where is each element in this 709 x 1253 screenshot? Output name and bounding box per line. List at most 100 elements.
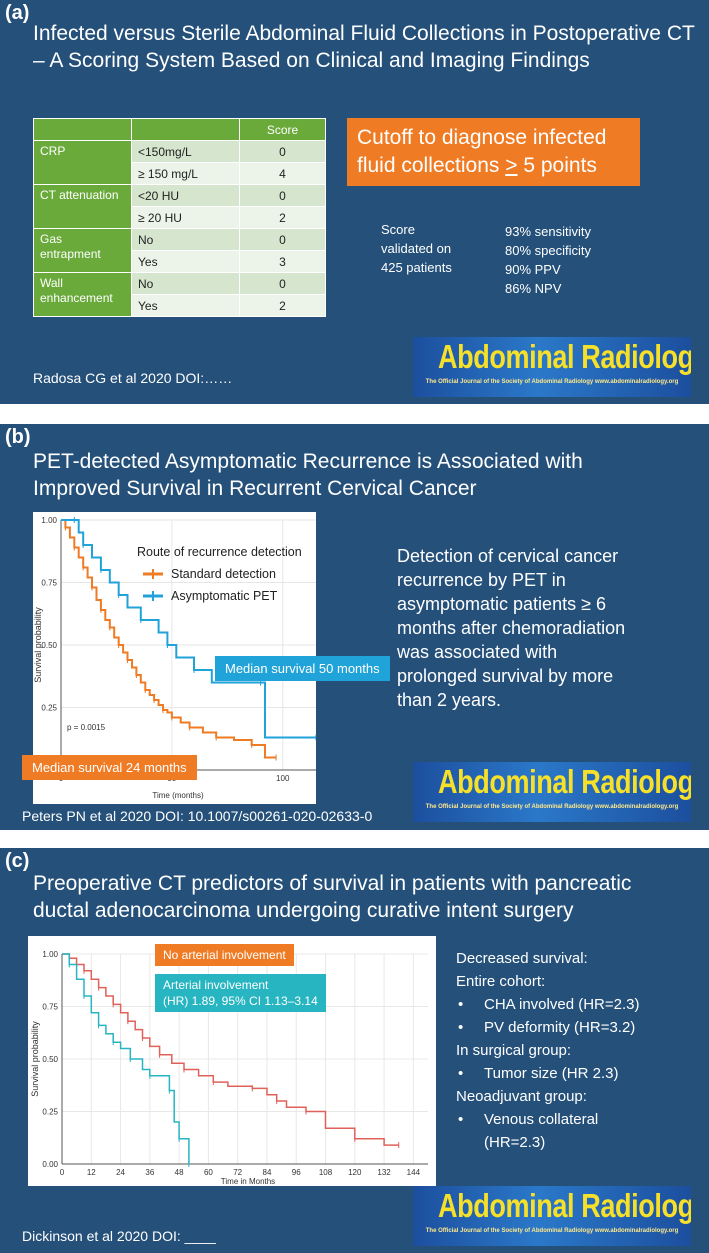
validation-line: 425 patients [381,260,452,275]
table-row: CRP <150mg/L 0 [33,140,326,185]
logo-subtitle: The Official Journal of the Society of A… [425,804,679,810]
criterion-label: Gas entrapment [33,228,132,273]
x-axis-title: Time (months) [152,791,204,800]
list-item: • Venous collateral (HR=2.3) [456,1108,639,1154]
description-line: than 2 years. [397,690,502,710]
list-item-line: (HR=2.3) [484,1134,546,1151]
description-line: months after chemoradiation [397,618,626,638]
bullet-icon: • [458,996,464,1013]
logo-title: Abdominal Radiology [438,1187,691,1224]
table-row: ≥ 150 mg/L 4 [34,162,326,185]
level-cell: ≥ 150 mg/L [131,162,240,185]
validation-line: validated on [381,241,452,256]
findings-group: In surgical group: [456,1042,572,1059]
score-cell: 2 [239,294,326,317]
table-row: Yes 2 [34,294,326,317]
metric-item: 93% sensitivity [505,224,591,239]
arterial-label: Arterial involvement (HR) 1.89, 95% CI 1… [155,974,326,1012]
citation: Dickinson et al 2020 DOI: ____ [22,1228,216,1244]
series-line [62,953,399,1146]
score-table: Score CRP <150mg/L 0 ≥ 150 mg/L 4 CT att… [33,118,326,317]
table-row: CT attenuation <20 HU 0 [33,184,326,229]
title-line: Improved Survival in Recurrent Cervical … [33,477,477,500]
x-tick-label: 100 [276,774,290,783]
series-line [62,953,190,1164]
y-tick-label: 0.75 [41,579,57,588]
y-tick-label: 1.00 [42,950,58,959]
x-tick-label: 132 [377,1168,391,1177]
y-axis-title: Survival probability [30,1021,40,1097]
cutoff-text: fluid collections [357,154,506,177]
table-header-blank [131,118,240,141]
y-axis-title: Survival probability [33,607,43,683]
findings-list: Decreased survival: Entire cohort: • CHA … [456,947,639,1154]
x-tick-label: 96 [292,1168,301,1177]
criterion-label: CRP [33,140,132,185]
x-tick-label: 144 [407,1168,421,1177]
level-cell: <150mg/L [131,140,240,163]
score-cell: 3 [239,250,326,273]
logo-subtitle: The Official Journal of the Society of A… [425,1228,679,1234]
legend-label: Asymptomatic PET [171,589,278,603]
x-tick-label: 60 [204,1168,213,1177]
y-tick-label: 0.25 [41,704,57,713]
x-tick-label: 72 [233,1168,242,1177]
x-tick-label: 12 [87,1168,96,1177]
score-cell: 0 [239,184,326,207]
series-line [61,519,277,759]
metric-item: 90% PPV [505,262,561,277]
description-line: asymptomatic patients ≥ 6 [397,594,606,614]
list-item-text: CHA involved (HR=2.3) [484,996,640,1013]
level-cell: Yes [131,250,240,273]
x-tick-label: 36 [145,1168,154,1177]
arterial-label-line: (HR) 1.89, 95% CI 1.13–3.14 [163,994,318,1008]
logo-subtitle: The Official Journal of the Society of A… [425,379,679,385]
panel-title: PET-detected Asymptomatic Recurrence is … [33,448,703,502]
panel-tag: (a) [5,2,30,24]
cutoff-ge-symbol: > [505,154,518,177]
x-tick-label: 24 [116,1168,125,1177]
table-row: Yes 3 [34,250,326,273]
panel-title: Infected versus Sterile Abdominal Fluid … [33,20,703,74]
citation: Radosa CG et al 2020 DOI:…… [33,370,233,386]
journal-logo: Abdominal Radiology The Official Journal… [413,762,691,822]
cutoff-text: 5 points [517,154,597,177]
panel-tag: (c) [5,850,30,872]
findings-group: Entire cohort: [456,973,546,990]
panel-a: (a) Infected versus Sterile Abdominal Fl… [0,0,709,404]
x-tick-label: 120 [348,1168,362,1177]
legend-title: Route of recurrence detection [137,545,302,559]
median-pet-label: Median survival 50 months [215,656,390,681]
legend-label: Standard detection [171,567,276,581]
no-arterial-label: No arterial involvement [155,944,294,966]
y-tick-label: 0.00 [42,1160,58,1169]
panel-b: (b) PET-detected Asymptomatic Recurrence… [0,424,709,830]
score-cell: 2 [239,206,326,229]
cutoff-line: Cutoff to diagnose infected [357,126,607,149]
y-tick-label: 1.00 [41,516,57,525]
x-tick-label: 48 [175,1168,184,1177]
panel-c: (c) Preoperative CT predictors of surviv… [0,848,709,1253]
findings-group: Neoadjuvant group: [456,1088,587,1105]
score-cell: 0 [239,140,326,163]
logo-title: Abdominal Radiology [438,763,691,800]
score-cell: 0 [239,228,326,251]
level-cell: No [131,228,240,251]
level-cell: No [131,272,240,295]
panel-title: Preoperative CT predictors of survival i… [33,870,703,924]
arterial-label-line: Arterial involvement [163,978,269,992]
criterion-label: Wall enhancement [33,272,132,317]
series-line [61,519,316,739]
title-line: – A Scoring System Based on Clinical and… [33,49,590,72]
journal-logo: Abdominal Radiology The Official Journal… [413,337,691,397]
panel-tag: (b) [5,426,31,448]
title-line: ductal adenocarcinoma undergoing curativ… [33,899,574,922]
description-line: was associated with [397,642,558,662]
list-item: • Tumor size (HR 2.3) [456,1062,639,1085]
list-item: • PV deformity (HR=3.2) [456,1016,639,1039]
description-line: prolonged survival by more [397,666,614,686]
findings-heading: Decreased survival: [456,950,588,967]
cutoff-line: fluid collections > 5 points [357,152,630,180]
table-header-blank [33,118,132,141]
title-line: Preoperative CT predictors of survival i… [33,872,632,895]
